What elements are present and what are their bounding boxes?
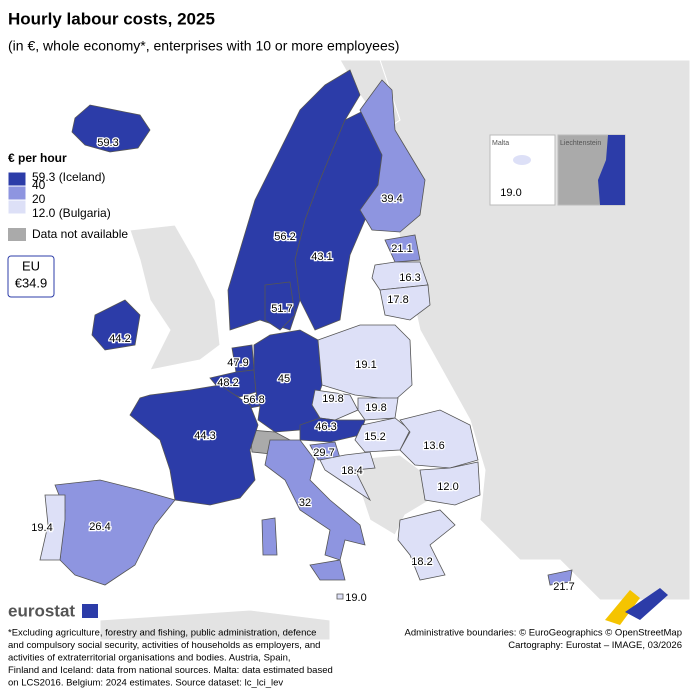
- footnote-line: *Excluding agriculture, forestry and fis…: [8, 628, 316, 639]
- region-value: 21.7: [553, 581, 574, 593]
- region-value: 44.2: [109, 333, 130, 345]
- region: [357, 397, 399, 421]
- logo-stripe: [605, 590, 640, 625]
- region-value: 59.3: [97, 137, 118, 149]
- region-value: 19.4: [31, 522, 52, 534]
- region: [384, 234, 421, 263]
- region-value: 19.8: [322, 393, 343, 405]
- region: [39, 494, 66, 561]
- credit-line: Cartography: Eurostat – IMAGE, 03/2026: [508, 640, 682, 651]
- logo-flag: [82, 604, 98, 618]
- legend-label: 20: [32, 192, 46, 206]
- region-value: 17.8: [387, 294, 408, 306]
- region: [91, 299, 141, 351]
- labels: 59.3 56.2 43.1 39.4 21.1 16.3 17.8 51.7 44.2 47.9…: [30, 136, 576, 606]
- land: [99, 609, 331, 641]
- region-value: 51.7: [271, 303, 292, 315]
- region-value: 47.9: [227, 357, 248, 369]
- regions: [39, 69, 573, 600]
- neighbour-region: [598, 135, 625, 205]
- legend-label: 59.3 (Iceland): [32, 170, 105, 184]
- footnote: *Excluding agriculture, forestry and fis…: [8, 628, 333, 689]
- region-value: 29.7: [313, 447, 334, 459]
- region-value: 45: [278, 373, 290, 385]
- legend-title: € per hour: [8, 151, 67, 165]
- logo-stripe: [625, 588, 668, 620]
- inset-label: Liechtenstein: [560, 140, 601, 147]
- credit-line: Administrative boundaries: © EuroGeograp…: [405, 628, 683, 639]
- region-value: 21.1: [391, 243, 412, 255]
- region-value: 19.8: [365, 402, 386, 414]
- eu-box: [7, 255, 55, 298]
- region: [54, 479, 176, 586]
- region-value: 56.2: [274, 231, 295, 243]
- region-value: 48.2: [217, 377, 238, 389]
- region: [419, 461, 481, 506]
- region: [336, 593, 344, 600]
- title: Hourly labour costs, 2025: [8, 9, 215, 28]
- inset-label: Malta: [492, 140, 509, 147]
- legend-label: 12.0 (Bulgaria): [32, 206, 111, 220]
- footnote-line: Finland and Iceland: data from national …: [8, 665, 333, 676]
- region-value: 19.1: [355, 359, 376, 371]
- region-value: 15.2: [364, 431, 385, 443]
- region-value: 32: [299, 497, 311, 509]
- region: [227, 69, 361, 331]
- inset-value: 19.0: [500, 187, 521, 199]
- region-value: 44.3: [194, 430, 215, 442]
- region: [319, 451, 376, 502]
- region: [317, 324, 413, 401]
- region-value: 26.4: [89, 521, 110, 533]
- legend-swatch: [7, 199, 27, 215]
- region: [71, 104, 151, 153]
- region: [261, 439, 366, 581]
- region-value: 13.6: [423, 440, 444, 452]
- region-value: 12.0: [437, 481, 458, 493]
- legend-swatch: [7, 171, 27, 187]
- land: [344, 454, 431, 536]
- region-value: 16.3: [399, 272, 420, 284]
- subtitle: (in €, whole economy*, enterprises with …: [8, 38, 399, 54]
- legend-label: 40: [32, 178, 46, 192]
- region: [264, 281, 296, 331]
- eu-label: EU: [22, 258, 40, 273]
- land: [129, 224, 221, 371]
- region: [129, 384, 259, 506]
- region-value: 46.3: [315, 421, 336, 433]
- region: [547, 569, 573, 586]
- region-value: 43.1: [311, 251, 332, 263]
- eu-value: €34.9: [15, 275, 48, 290]
- region-value: 18.4: [341, 465, 362, 477]
- region-value: 56.8: [243, 394, 264, 406]
- legend-swatch: [8, 228, 26, 241]
- inset-region: [513, 155, 531, 165]
- logo-text: eurostat: [8, 601, 75, 620]
- credits: Administrative boundaries: © EuroGeograp…: [405, 628, 683, 652]
- footnote-line: and compulsory social security, activiti…: [8, 640, 320, 651]
- region: [379, 284, 431, 321]
- footnote-line: on LCS2016. Belgium: 2024 estimates. Sou…: [8, 678, 283, 689]
- region-value: 19.0: [345, 592, 366, 604]
- legend-swatch: [7, 185, 27, 201]
- region: [359, 79, 426, 233]
- region: [397, 509, 456, 581]
- legend-label: Data not available: [32, 227, 128, 241]
- inset-malta: [489, 134, 556, 206]
- region-value: 39.4: [381, 193, 402, 205]
- region-value: 18.2: [411, 556, 432, 568]
- footnote-line: activities of extraterritorial organisat…: [8, 653, 291, 664]
